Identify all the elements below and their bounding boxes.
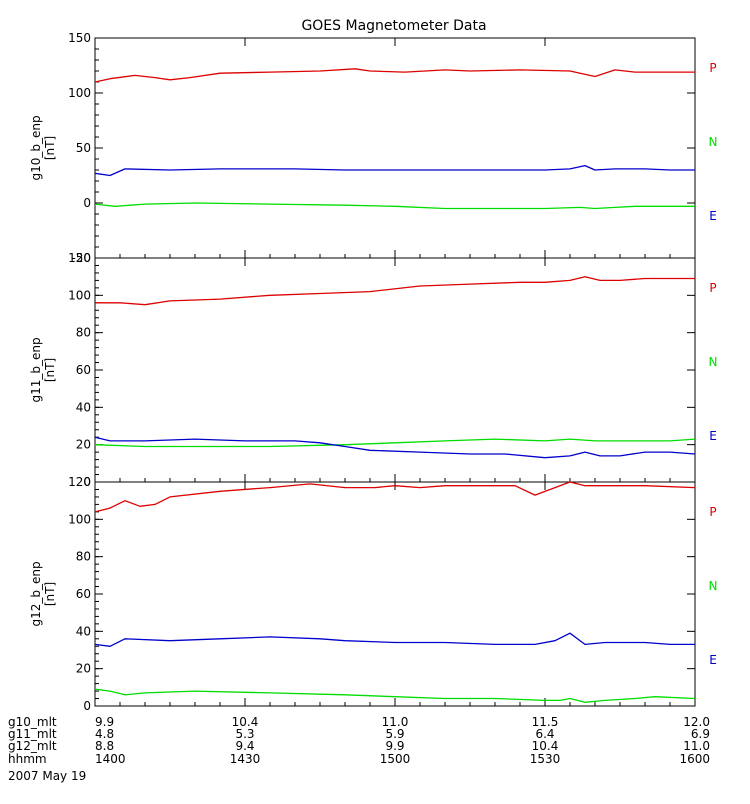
panel-3: 0 20 40 60 80 100 120 g12_b_enp [nT] P N E bbox=[29, 475, 717, 713]
series-line-P bbox=[94, 481, 696, 513]
y-tick-label: 80 bbox=[76, 326, 91, 340]
y-axis-label: g10_b_enp bbox=[29, 115, 43, 180]
x-tick-label: 1400 bbox=[95, 752, 126, 766]
y-tick-label: 0 bbox=[83, 699, 91, 713]
panel-1: -50 0 50 100 150 g10_b_enp [nT] P N E bbox=[29, 31, 717, 265]
x-tick-label: 1600 bbox=[679, 752, 710, 766]
y-tick-label: 60 bbox=[76, 363, 91, 377]
series-line-N bbox=[94, 438, 696, 448]
y-tick-label: 20 bbox=[76, 662, 91, 676]
x-tick-label: 5.3 bbox=[235, 727, 254, 741]
legend-P: P bbox=[709, 61, 716, 75]
series-line-N bbox=[94, 688, 696, 703]
x-tick-label: 9.9 bbox=[95, 715, 114, 729]
x-tick-label: 6.4 bbox=[535, 727, 554, 741]
y-tick-label: 0 bbox=[83, 196, 91, 210]
x-row-label: hhmm bbox=[8, 752, 47, 766]
legend-N: N bbox=[709, 579, 718, 593]
legend-P: P bbox=[709, 281, 716, 295]
legend-E: E bbox=[709, 429, 717, 443]
series-line-E bbox=[94, 632, 695, 647]
x-tick-label: 1530 bbox=[530, 752, 561, 766]
y-tick-label: 120 bbox=[68, 475, 91, 489]
series-line-P bbox=[94, 68, 695, 83]
panel-frame bbox=[94, 481, 696, 707]
panel-2: 0 20 40 60 80 100 120 g11_b_enp [nT] P N E bbox=[29, 251, 717, 489]
legend-P: P bbox=[709, 505, 716, 519]
y-axis-unit: [nT] bbox=[43, 358, 57, 382]
legend-E: E bbox=[709, 209, 717, 223]
panel-frame bbox=[94, 257, 696, 483]
legend-N: N bbox=[709, 135, 718, 149]
y-tick-label: 100 bbox=[68, 512, 91, 526]
x-row-label: g12_mlt bbox=[8, 739, 57, 753]
y-axis-label: g12_b_enp bbox=[29, 561, 43, 626]
x-tick-label: 9.4 bbox=[235, 739, 254, 753]
x-label-row-g10_mlt: g10_mlt 9.9 10.4 11.0 11.5 12.0 bbox=[8, 715, 710, 729]
y-tick-label: -50 bbox=[71, 251, 91, 265]
x-label-row-hhmm: hhmm 1400 1430 1500 1530 1600 bbox=[8, 752, 710, 766]
x-tick-label: 5.9 bbox=[385, 727, 404, 741]
x-tick-label: 11.0 bbox=[382, 715, 409, 729]
x-tick-label: 11.5 bbox=[532, 715, 559, 729]
series-line-E bbox=[94, 164, 695, 177]
x-tick-label: 1500 bbox=[380, 752, 411, 766]
y-tick-label: 100 bbox=[68, 288, 91, 302]
panel-frame bbox=[94, 37, 696, 259]
x-tick-label: 11.0 bbox=[683, 739, 710, 753]
x-tick-label: 4.8 bbox=[95, 727, 114, 741]
x-tick-label: 12.0 bbox=[683, 715, 710, 729]
y-tick-label: 80 bbox=[76, 550, 91, 564]
series-line-P bbox=[95, 276, 695, 306]
y-axis-unit: [nT] bbox=[43, 582, 57, 606]
y-tick-label: 40 bbox=[76, 624, 91, 638]
y-tick-label: 40 bbox=[76, 400, 91, 414]
x-tick-label: 6.9 bbox=[691, 727, 710, 741]
y-tick-label: 50 bbox=[76, 141, 91, 155]
chart-title: GOES Magnetometer Data bbox=[301, 18, 486, 34]
series-line-E bbox=[94, 436, 696, 459]
y-axis-label: g11_b_enp bbox=[29, 337, 43, 402]
legend-N: N bbox=[709, 355, 718, 369]
x-tick-label: 10.4 bbox=[532, 739, 559, 753]
series-line-N bbox=[94, 202, 695, 210]
x-tick-label: 1430 bbox=[230, 752, 261, 766]
x-tick-label: 10.4 bbox=[232, 715, 259, 729]
x-row-label: g11_mlt bbox=[8, 727, 57, 741]
x-row-label: g10_mlt bbox=[8, 715, 57, 729]
x-axis-label-rows: g10_mlt 9.9 10.4 11.0 11.5 12.0 g11_mlt 4.8 5.3 5… bbox=[8, 715, 710, 766]
date-label: 2007 May 19 bbox=[8, 769, 86, 783]
x-label-row-g12_mlt: g12_mlt 8.8 9.4 9.9 10.4 11.0 bbox=[8, 739, 710, 753]
y-axis-unit: [nT] bbox=[43, 136, 57, 160]
y-tick-label: 60 bbox=[76, 587, 91, 601]
legend-E: E bbox=[709, 653, 717, 667]
y-tick-label: 0 bbox=[83, 475, 91, 489]
y-tick-label: 120 bbox=[68, 251, 91, 265]
y-tick-label: 100 bbox=[68, 86, 91, 100]
x-tick-label: 9.9 bbox=[385, 739, 404, 753]
y-tick-label: 150 bbox=[68, 31, 91, 45]
x-tick-label: 8.8 bbox=[95, 739, 114, 753]
y-tick-label: 20 bbox=[76, 438, 91, 452]
x-label-row-g11_mlt: g11_mlt 4.8 5.3 5.9 6.4 6.9 bbox=[8, 727, 710, 741]
